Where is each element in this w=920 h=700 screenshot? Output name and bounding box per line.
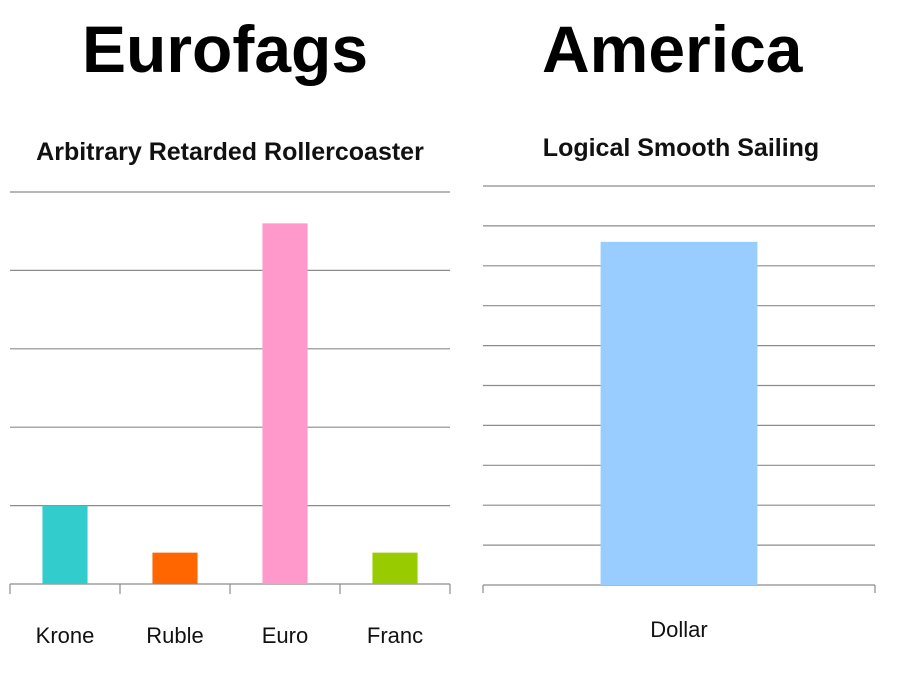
x-tick-label: Franc: [367, 623, 423, 648]
chart-title: Arbitrary Retarded Rollercoaster: [36, 138, 424, 166]
x-tick-label: Ruble: [146, 623, 203, 648]
bar-euro: [262, 223, 308, 585]
chart-left: Arbitrary Retarded Rollercoaster Krone Rub…: [9, 138, 451, 648]
chart-right: Logical Smooth Sailing Dollar: [482, 134, 876, 642]
x-tick-label: Krone: [36, 623, 95, 648]
x-tick-label: Dollar: [650, 617, 707, 642]
heading-america: America: [542, 12, 803, 86]
bar-ruble: [152, 552, 198, 584]
x-tick-label: Euro: [262, 623, 308, 648]
bar-franc: [372, 552, 418, 584]
bar-dollar: [600, 241, 758, 586]
chart-title: Logical Smooth Sailing: [543, 134, 819, 162]
heading-eurofags: Eurofags: [82, 12, 369, 86]
bar-krone: [42, 505, 88, 584]
